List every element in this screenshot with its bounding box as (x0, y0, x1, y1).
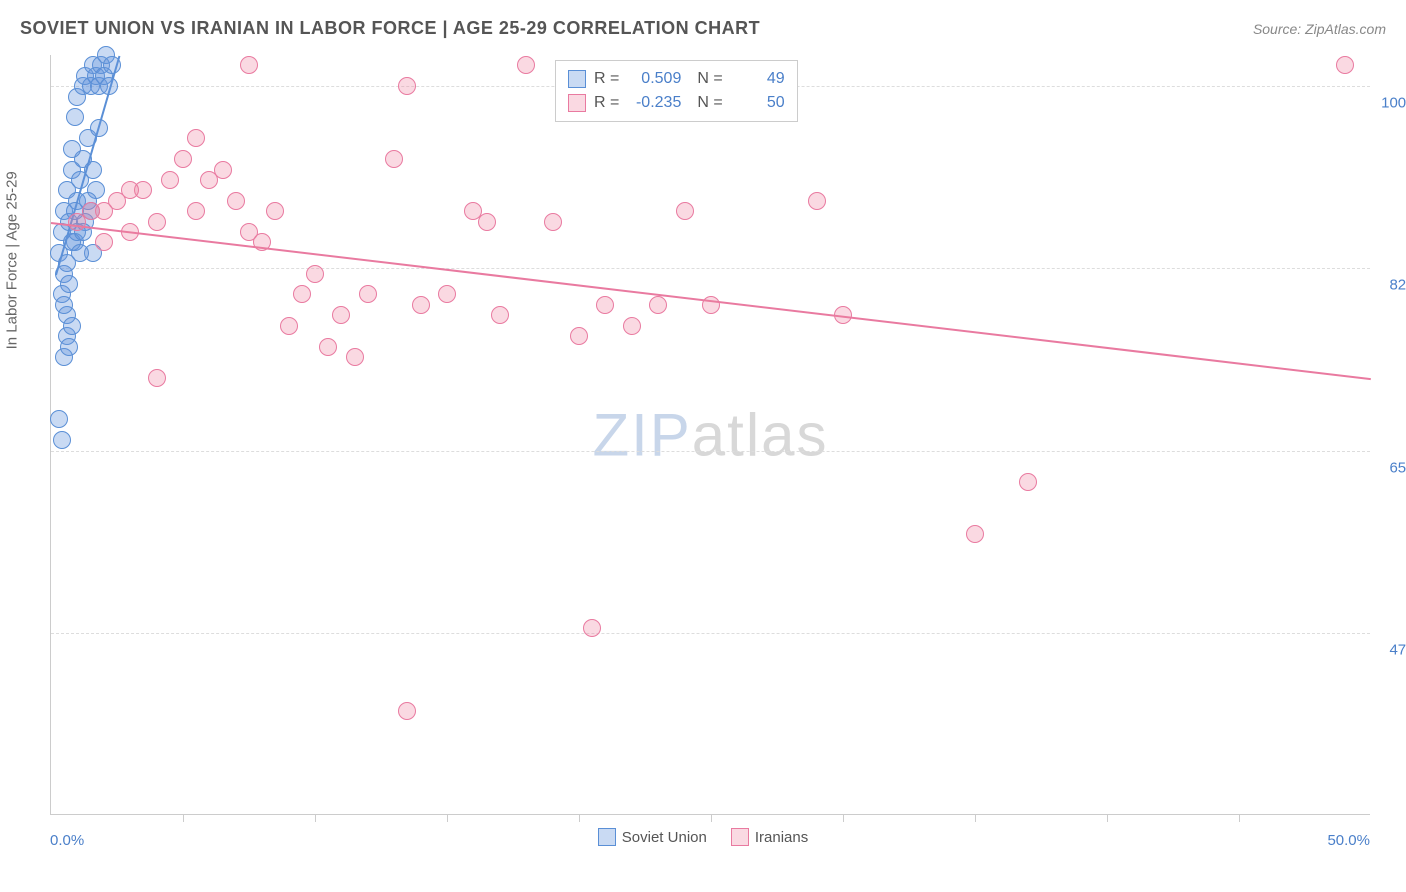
data-point (266, 202, 284, 220)
data-point (66, 108, 84, 126)
data-point (319, 338, 337, 356)
data-point (517, 56, 535, 74)
swatch-iranian (731, 828, 749, 846)
x-tick (579, 814, 580, 822)
data-point (478, 213, 496, 231)
y-tick-label: 47.5% (1389, 641, 1406, 658)
watermark-zip: ZIP (592, 401, 691, 468)
data-point (71, 244, 89, 262)
series-legend: Soviet Union Iranians (0, 828, 1406, 846)
data-point (359, 285, 377, 303)
r-value: -0.235 (627, 94, 681, 112)
data-point (623, 317, 641, 335)
data-point (187, 202, 205, 220)
y-tick-label: 65.0% (1389, 459, 1406, 476)
y-tick-label: 82.5% (1389, 277, 1406, 294)
legend-item-iranian: Iranians (731, 828, 808, 846)
gridline (51, 451, 1370, 452)
data-point (412, 296, 430, 314)
x-tick (1107, 814, 1108, 822)
data-point (148, 369, 166, 387)
data-point (253, 233, 271, 251)
x-tick (843, 814, 844, 822)
x-tick (447, 814, 448, 822)
data-point (174, 150, 192, 168)
data-point (583, 619, 601, 637)
y-axis-title: In Labor Force | Age 25-29 (4, 171, 21, 349)
x-tick (711, 814, 712, 822)
data-point (55, 296, 73, 314)
x-tick (183, 814, 184, 822)
gridline (51, 633, 1370, 634)
plot-area: ZIPatlas 100.0%82.5%65.0%47.5% (50, 55, 1370, 815)
gridline (51, 268, 1370, 269)
stats-legend: R = 0.509 N = 49 R = -0.235 N = 50 (555, 60, 798, 122)
n-label: N = (697, 70, 722, 88)
data-point (346, 348, 364, 366)
data-point (808, 192, 826, 210)
data-point (570, 327, 588, 345)
y-tick-label: 100.0% (1381, 95, 1406, 112)
data-point (676, 202, 694, 220)
watermark-atlas: atlas (692, 401, 829, 468)
legend-item-soviet: Soviet Union (598, 828, 707, 846)
swatch-iranian (568, 94, 586, 112)
legend-label: Soviet Union (622, 829, 707, 846)
data-point (95, 202, 113, 220)
swatch-soviet (568, 70, 586, 88)
data-point (63, 317, 81, 335)
data-point (103, 56, 121, 74)
data-point (398, 77, 416, 95)
data-point (966, 525, 984, 543)
source-label: Source: ZipAtlas.com (1253, 21, 1386, 37)
data-point (385, 150, 403, 168)
stats-row-iranian: R = -0.235 N = 50 (568, 91, 785, 115)
data-point (544, 213, 562, 231)
x-tick (975, 814, 976, 822)
data-point (63, 140, 81, 158)
data-point (834, 306, 852, 324)
data-point (60, 338, 78, 356)
x-tick (1239, 814, 1240, 822)
data-point (121, 181, 139, 199)
data-point (596, 296, 614, 314)
r-label: R = (594, 94, 619, 112)
data-point (332, 306, 350, 324)
data-point (90, 119, 108, 137)
data-point (280, 317, 298, 335)
data-point (1019, 473, 1037, 491)
r-value: 0.509 (627, 70, 681, 88)
watermark: ZIPatlas (592, 400, 828, 469)
swatch-soviet (598, 828, 616, 846)
data-point (161, 171, 179, 189)
n-value: 49 (731, 70, 785, 88)
data-point (148, 213, 166, 231)
data-point (398, 702, 416, 720)
data-point (50, 410, 68, 428)
n-value: 50 (731, 94, 785, 112)
data-point (214, 161, 232, 179)
x-tick (315, 814, 316, 822)
data-point (227, 192, 245, 210)
data-point (84, 161, 102, 179)
data-point (438, 285, 456, 303)
stats-row-soviet: R = 0.509 N = 49 (568, 67, 785, 91)
data-point (306, 265, 324, 283)
chart-title: SOVIET UNION VS IRANIAN IN LABOR FORCE |… (20, 18, 760, 39)
data-point (60, 275, 78, 293)
n-label: N = (697, 94, 722, 112)
data-point (293, 285, 311, 303)
legend-label: Iranians (755, 829, 808, 846)
data-point (491, 306, 509, 324)
data-point (649, 296, 667, 314)
data-point (95, 233, 113, 251)
data-point (53, 431, 71, 449)
data-point (100, 77, 118, 95)
r-label: R = (594, 70, 619, 88)
data-point (1336, 56, 1354, 74)
data-point (240, 56, 258, 74)
data-point (187, 129, 205, 147)
data-point (121, 223, 139, 241)
data-point (702, 296, 720, 314)
